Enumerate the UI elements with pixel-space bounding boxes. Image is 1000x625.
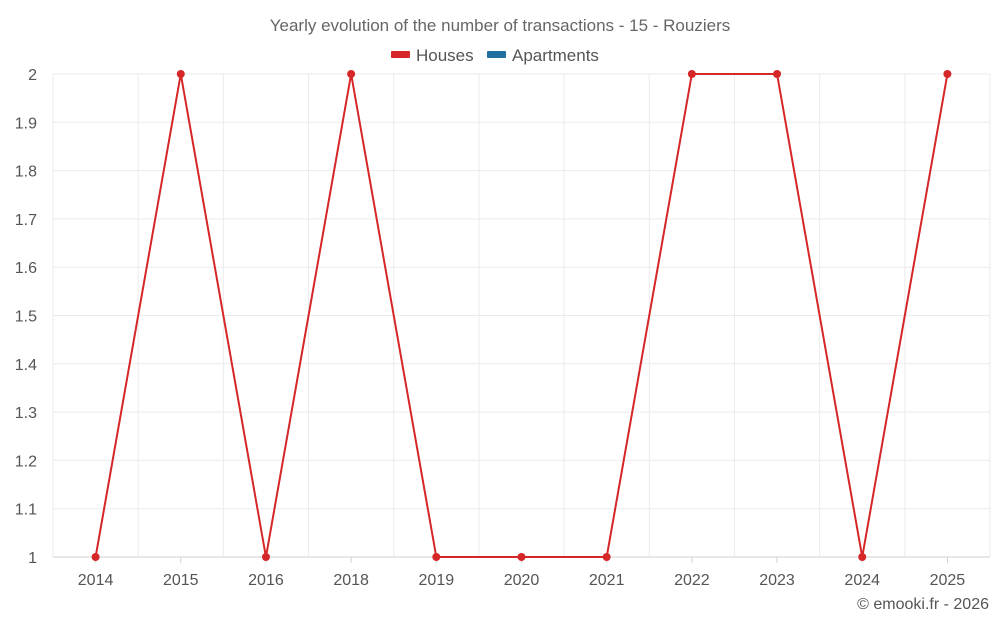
chart-title: Yearly evolution of the number of transa… xyxy=(270,16,731,35)
data-point-houses-2020[interactable] xyxy=(517,553,526,561)
y-axis: 1 1.1 1.2 1.3 1.4 1.5 1.6 1.7 1.8 1.9 2 xyxy=(15,67,37,567)
y-tick-label: 1.7 xyxy=(15,212,37,229)
y-tick-label: 1.4 xyxy=(15,357,37,374)
legend-item-apartments[interactable]: Apartments xyxy=(487,46,599,65)
legend-item-houses[interactable]: Houses xyxy=(391,46,474,65)
data-point-houses-2022[interactable] xyxy=(687,70,696,78)
x-tick-label: 2015 xyxy=(163,572,199,589)
series-houses xyxy=(91,70,952,561)
y-tick-label: 1.6 xyxy=(15,260,37,277)
data-point-houses-2025[interactable] xyxy=(943,70,952,78)
y-tick-label: 1.1 xyxy=(15,502,37,519)
data-point-houses-2024[interactable] xyxy=(858,553,867,561)
x-tick-label: 2021 xyxy=(589,572,625,589)
x-tick-label: 2022 xyxy=(674,572,710,589)
x-tick-label: 2023 xyxy=(759,572,795,589)
legend-swatch-apartments xyxy=(487,51,506,58)
y-tick-label: 1.3 xyxy=(15,405,37,422)
credit-text: © emooki.fr - 2026 xyxy=(857,596,989,613)
data-point-houses-2016[interactable] xyxy=(261,553,270,561)
data-point-houses-2023[interactable] xyxy=(773,70,782,78)
x-tick-label: 2014 xyxy=(78,572,114,589)
y-tick-label: 1.2 xyxy=(15,453,37,470)
x-tick-label: 2019 xyxy=(419,572,455,589)
data-point-houses-2019[interactable] xyxy=(432,553,441,561)
y-tick-label: 2 xyxy=(28,67,37,84)
y-tick-label: 1 xyxy=(28,550,37,567)
data-point-houses-2021[interactable] xyxy=(602,553,611,561)
x-tick-label: 2018 xyxy=(333,572,369,589)
y-tick-label: 1.5 xyxy=(15,309,37,326)
data-point-houses-2018[interactable] xyxy=(347,70,356,78)
y-tick-label: 1.9 xyxy=(15,115,37,132)
x-axis: 2014 2015 2016 2018 2019 2020 2021 2022 2023 2024… xyxy=(78,557,966,589)
legend-label-houses: Houses xyxy=(416,46,474,65)
x-tick-label: 2016 xyxy=(248,572,284,589)
data-point-houses-2015[interactable] xyxy=(176,70,185,78)
legend-label-apartments: Apartments xyxy=(512,46,599,65)
x-tick-label: 2024 xyxy=(844,572,880,589)
x-tick-label: 2020 xyxy=(504,572,540,589)
legend: Houses Apartments xyxy=(391,46,599,65)
legend-swatch-houses xyxy=(391,51,410,58)
y-tick-label: 1.8 xyxy=(15,164,37,181)
data-point-houses-2014[interactable] xyxy=(91,553,100,561)
x-tick-label: 2025 xyxy=(930,572,966,589)
